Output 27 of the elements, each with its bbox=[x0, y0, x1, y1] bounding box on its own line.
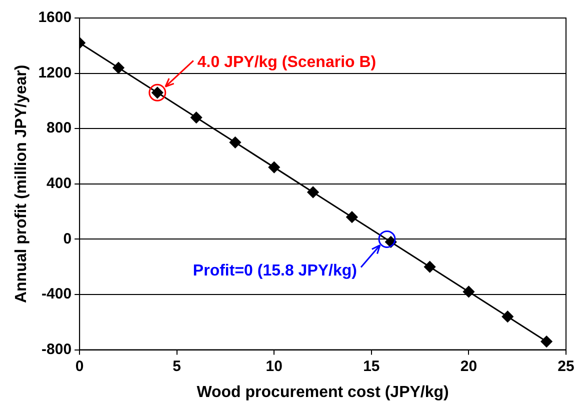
x-tick-label: 20 bbox=[460, 358, 478, 375]
annotation: Profit=0 (15.8 JPY/kg) bbox=[192, 262, 357, 280]
point bbox=[307, 186, 319, 198]
x-tick-label: 25 bbox=[558, 358, 574, 375]
point bbox=[268, 162, 280, 174]
y-tick-label: -800 bbox=[42, 340, 72, 358]
point bbox=[346, 211, 358, 223]
y-axis-title: Annual profit (million JPY/year) bbox=[13, 64, 30, 304]
point bbox=[424, 261, 436, 273]
y-tick-label: 1200 bbox=[38, 64, 72, 82]
point bbox=[462, 286, 474, 298]
y-tick-label: 400 bbox=[46, 175, 72, 192]
point bbox=[112, 62, 124, 74]
point bbox=[540, 336, 552, 348]
x-tick-label: 15 bbox=[363, 358, 380, 375]
point bbox=[229, 136, 241, 148]
point bbox=[190, 112, 202, 124]
y-tick-label: -400 bbox=[42, 286, 72, 303]
x-tick-label: 5 bbox=[172, 358, 182, 375]
annotation: 4.0 JPY/kg (Scenario B) bbox=[197, 54, 376, 72]
y-tick-label: 1600 bbox=[38, 9, 72, 26]
x-tick-label: 10 bbox=[266, 358, 282, 375]
y-tick-label: 0 bbox=[63, 230, 72, 248]
point bbox=[502, 310, 514, 322]
x-axis-title: Wood procurement cost (JPY/kg) bbox=[196, 384, 449, 401]
x-tick-label: 0 bbox=[75, 358, 84, 375]
y-tick-label: 800 bbox=[46, 120, 72, 137]
